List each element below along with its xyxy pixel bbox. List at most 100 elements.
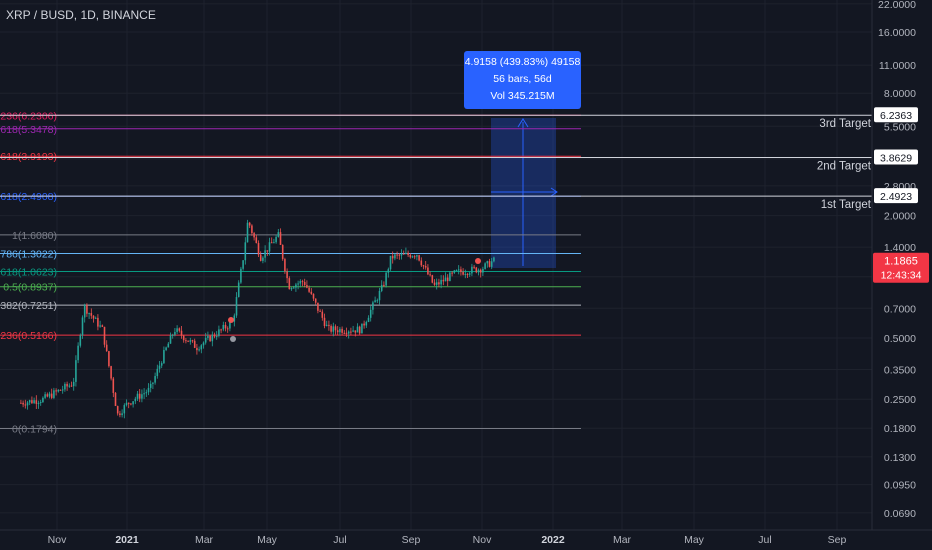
candle-body [209,335,211,342]
candle-body [235,297,238,316]
price-axis-tick: 0.1800 [884,423,916,435]
price-axis-tick: 11.0000 [879,60,916,72]
candle-body [380,284,383,291]
candle-body [266,250,269,252]
candle-body [169,335,172,344]
measure-change: 4.9158 (439.83%) 49158 [464,56,581,68]
candle-body [363,323,365,326]
candle-body [420,260,423,266]
price-axis-tick: 0.7000 [884,303,916,315]
candle-body [352,330,354,332]
candle-body [154,376,156,383]
candle-body [33,400,35,404]
candle-body [468,273,471,275]
candle-body [39,402,42,404]
candle-body [127,402,130,404]
candle-body [242,260,244,269]
candle-body [141,394,143,399]
candle-body [389,255,392,270]
price-axis-tick: 0.1300 [884,452,916,464]
candle-body [94,317,97,319]
price-axis-tick: 0.5000 [884,333,916,345]
candle-body [387,269,390,273]
price-tag [874,149,918,165]
candle-body [317,302,319,311]
candle-body [70,385,73,387]
candle-body [385,272,387,286]
candle-body [37,402,40,404]
price-tag [874,107,918,123]
candle-body [110,366,112,379]
candle-body [211,334,214,342]
candle-body [171,334,174,336]
candle-body [66,383,68,387]
candle-body [35,400,38,404]
candle-body [365,321,368,326]
candle-body [429,274,431,276]
candle-body [222,324,225,330]
candle-body [59,389,62,391]
candle-body [233,315,236,322]
candle-body [116,406,119,414]
candle-body [101,325,104,327]
candle-body [163,350,165,364]
candle-body [341,328,343,333]
candle-body [361,323,363,334]
time-axis-label: Jul [333,534,346,546]
fib-level-label: 1.236(6.2306) [0,110,57,122]
candle-body [138,393,141,399]
fib-level-label: 1.618(2.4908) [0,191,57,203]
candle-body [295,284,297,288]
candle-body [152,382,154,384]
candle-body [215,335,218,337]
candle-body [275,236,277,243]
candle-body [86,305,88,314]
candle-body [220,329,222,331]
candle-body [196,347,198,351]
candle-body [383,284,385,286]
candle-body [310,291,313,294]
candle-body [132,401,134,405]
candle-body [108,351,110,367]
candle-body [182,335,185,341]
candle-body [308,287,310,292]
candle-body [75,360,77,382]
candle-body [187,340,189,342]
candle-body [321,311,324,318]
candle-body [378,290,381,301]
candle-body [262,257,264,261]
candle-body [134,398,137,402]
candle-body [440,279,442,285]
candle-body [259,254,262,261]
candle-body [284,259,286,272]
candle-body [303,282,306,285]
candle-body [325,324,328,326]
candle-body [424,266,427,268]
signal-marker-red [228,317,234,323]
candle-body [407,252,409,256]
candle-body [143,393,145,395]
candle-body [466,273,469,275]
candle-body [257,242,260,255]
candle-body [248,222,251,226]
candle-body [31,400,33,404]
price-axis-tick: 22.0000 [878,0,916,11]
measure-bars: 56 bars, 56d [493,73,552,85]
candle-body [292,287,295,289]
candle-body [405,252,407,254]
time-axis-label: 2021 [115,534,139,546]
candle-body [442,279,445,282]
symbol-title[interactable]: XRP / BUSD, 1D, BINANCE [6,8,156,22]
candle-body [251,225,253,234]
measure-volume: Vol 345.215M [490,90,555,102]
candle-body [297,283,299,285]
candle-body [55,390,57,392]
fib-level-label: 0.5(0.8937) [3,282,57,294]
candle-body [374,300,376,303]
candle-body [24,404,27,406]
candle-body [332,326,335,332]
time-axis-label: May [257,534,278,546]
candle-body [185,340,187,342]
